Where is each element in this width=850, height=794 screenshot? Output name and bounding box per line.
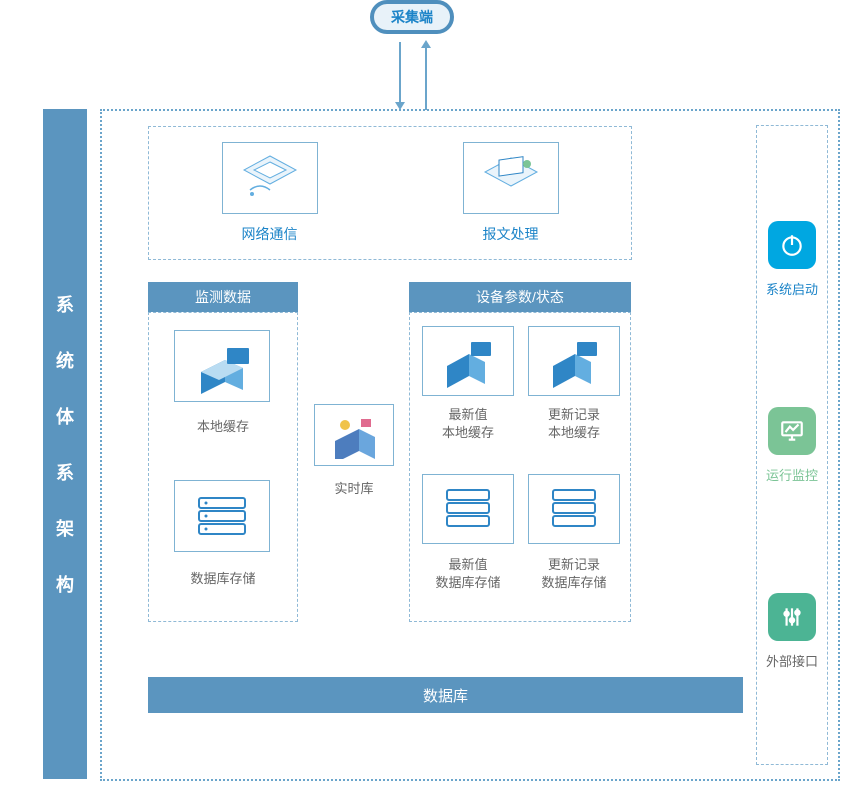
latest-db-card <box>422 474 514 544</box>
sliders-icon <box>768 593 816 641</box>
update-db-card <box>528 474 620 544</box>
sidebar-char: 系 <box>56 291 74 317</box>
top-row-item-message: 报文处理 <box>463 142 559 244</box>
top-row-item-network: 网络通信 <box>222 142 318 244</box>
top-row-label: 报文处理 <box>483 224 539 244</box>
section-title-device: 设备参数/状态 <box>409 282 631 312</box>
sidebar-char: 体 <box>56 403 74 429</box>
database-bar-label: 数据库 <box>423 685 468 706</box>
collector-pill: 采集端 <box>370 0 454 34</box>
sidebar-char: 构 <box>56 571 74 597</box>
arrow-down-line <box>399 42 401 104</box>
local-cache-label: 本地缓存 <box>148 418 298 436</box>
sidebar-char: 统 <box>56 347 74 373</box>
power-icon <box>768 221 816 269</box>
update-cache-card <box>528 326 620 396</box>
monitor-icon <box>768 407 816 455</box>
right-item-label: 运行监控 <box>766 465 818 484</box>
top-row-label: 网络通信 <box>242 224 298 244</box>
database-bar: 数据库 <box>148 677 743 713</box>
top-row-container: 网络通信 报文处理 <box>148 126 632 260</box>
right-item-label: 系统启动 <box>766 279 818 298</box>
right-column: 系统启动 运行监控 外部接口 <box>756 125 828 765</box>
arrow-up-line <box>425 48 427 110</box>
latest-db-label: 最新值 数据库存储 <box>422 556 514 592</box>
section-title-label: 监测数据 <box>195 287 251 307</box>
update-cache-label: 更新记录 本地缓存 <box>528 406 620 442</box>
right-item-interface: 外部接口 <box>766 593 818 670</box>
sidebar-char: 系 <box>56 459 74 485</box>
arrow-up-head-icon <box>421 40 431 48</box>
sidebar-char: 架 <box>56 515 74 541</box>
section-title-monitor: 监测数据 <box>148 282 298 312</box>
right-item-startup: 系统启动 <box>766 221 818 298</box>
realtime-card <box>314 404 394 466</box>
collector-pill-label: 采集端 <box>391 7 433 27</box>
realtime-label: 实时库 <box>314 480 394 498</box>
latest-cache-card <box>422 326 514 396</box>
latest-cache-label: 最新值 本地缓存 <box>422 406 514 442</box>
section-title-label: 设备参数/状态 <box>476 287 564 307</box>
db-store-card <box>174 480 270 552</box>
sidebar-title-bar: 系 统 体 系 架 构 <box>43 109 87 779</box>
local-cache-card <box>174 330 270 402</box>
db-store-label: 数据库存储 <box>148 570 298 588</box>
network-icon <box>222 142 318 214</box>
right-item-label: 外部接口 <box>766 651 818 670</box>
right-item-monitor: 运行监控 <box>766 407 818 484</box>
update-db-label: 更新记录 数据库存储 <box>528 556 620 592</box>
message-icon <box>463 142 559 214</box>
